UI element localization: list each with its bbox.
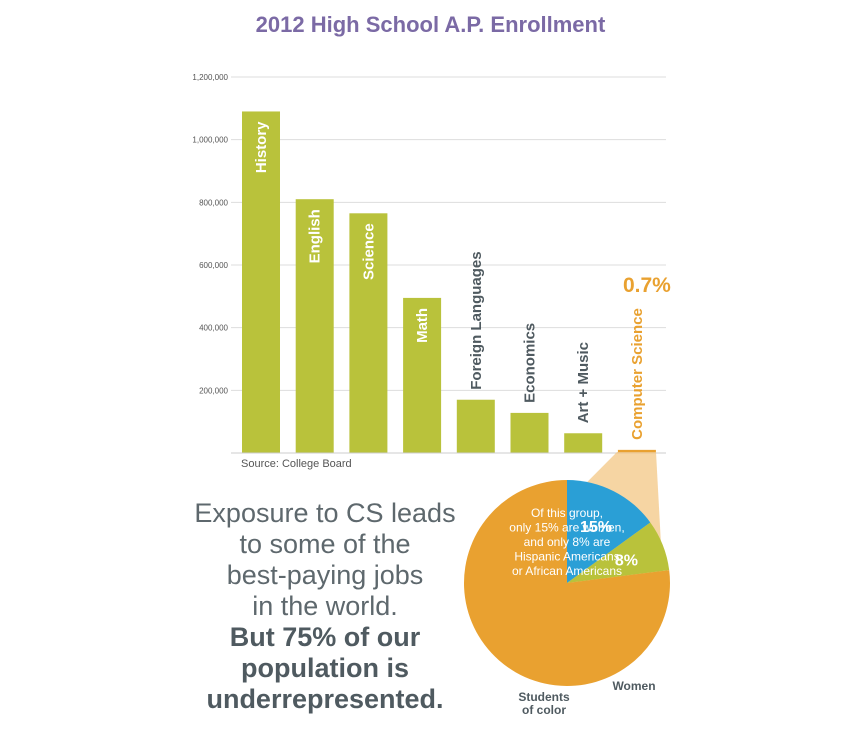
source-note: Source: College Board	[241, 458, 352, 470]
chart-title: 2012 High School A.P. Enrollment	[255, 12, 606, 37]
tagline-strong-line: population is	[241, 653, 409, 683]
y-tick-label: 1,000,000	[192, 136, 228, 145]
pie-intro-line: Of this group,	[531, 506, 603, 520]
highlight-annotation: 0.7%	[623, 274, 671, 297]
tagline-line: best-paying jobs	[226, 560, 424, 590]
tagline-strong-line: But 75% of our	[229, 622, 421, 652]
pie-intro-line: and only 8% are	[524, 535, 611, 549]
pie-slice	[567, 480, 651, 583]
bar-computer-science	[617, 449, 656, 453]
bar-label: Foreign Languages	[468, 251, 485, 389]
tagline-line: to some of the	[239, 529, 411, 559]
y-tick-labels: 200,000 400,000 600,000 800,000 1,000,000 1,2…	[192, 73, 228, 395]
pie-women-label: Women	[612, 679, 655, 693]
bar-label: Computer Science	[629, 308, 646, 440]
bar-label: Art + Music	[575, 342, 592, 423]
tagline-strong-line: underrepresented.	[206, 684, 444, 714]
pie-slice	[464, 480, 671, 686]
bar-art-music	[564, 433, 603, 453]
tagline-line: Exposure to CS leads	[194, 498, 456, 528]
y-tick-label: 200,000	[199, 386, 228, 395]
bar-label: Science	[360, 223, 377, 280]
bar-english	[295, 199, 334, 453]
bar-economics	[510, 412, 549, 453]
pie-students-label: Students	[518, 690, 570, 704]
bar-science	[349, 213, 388, 453]
pie-labels: 15%8% Of this group,only 15% are women,an…	[509, 506, 655, 717]
pie-slice	[567, 522, 670, 583]
y-tick-label: 1,200,000	[192, 73, 228, 82]
bars	[242, 111, 656, 453]
bar-label: History	[253, 121, 270, 173]
pie-intro-line: or African Americans	[512, 564, 622, 578]
bar-labels: History English Science Math Foreign Languag…	[253, 121, 671, 440]
tagline: Exposure to CS leads to some of the best…	[170, 498, 480, 715]
pie-slice-label: 8%	[615, 552, 638, 569]
pie-intro-line: Hispanic Americans	[514, 550, 619, 564]
pie-chart	[464, 480, 671, 686]
bar-math	[403, 297, 442, 453]
y-tick-label: 400,000	[199, 324, 228, 333]
pie-students-label: of color	[522, 703, 566, 717]
y-tick-label: 600,000	[199, 261, 228, 270]
bar-label: Economics	[522, 323, 539, 403]
bar-label: Math	[414, 308, 431, 343]
pie-slice-label: 15%	[580, 519, 612, 536]
tagline-line: in the world.	[252, 591, 398, 621]
bar-history	[242, 111, 280, 453]
bar-label: English	[307, 209, 324, 263]
bar-foreign-languages	[456, 399, 495, 453]
y-tick-label: 800,000	[199, 198, 228, 207]
pie-intro-line: only 15% are women,	[509, 521, 624, 535]
